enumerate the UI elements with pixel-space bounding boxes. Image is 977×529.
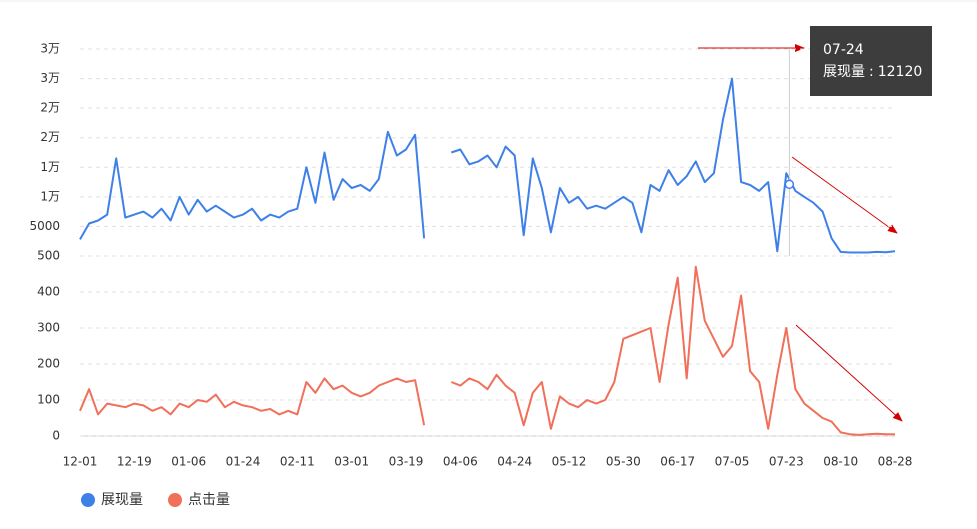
tooltip-label: 展现量	[823, 64, 865, 80]
y-tick-label: 3万	[40, 42, 60, 56]
annotation-arrow	[791, 156, 898, 234]
x-tick-label: 07-23	[769, 455, 804, 469]
x-tick-label: 03-01	[334, 455, 369, 469]
x-tick-label: 04-24	[497, 455, 532, 469]
tooltip-separator: :	[869, 64, 874, 80]
legend-marker	[168, 493, 182, 507]
x-tick-label: 06-17	[660, 455, 695, 469]
y-tick-label: 500	[37, 249, 60, 263]
x-tick-label: 05-30	[606, 455, 641, 469]
x-tick-label: 08-28	[878, 455, 913, 469]
y-tick-label: 1万	[40, 189, 60, 203]
tooltip-title: 07-24	[823, 42, 864, 58]
y-tick-label: 2万	[40, 101, 60, 115]
legend-marker	[81, 493, 95, 507]
x-tick-label: 04-06	[443, 455, 478, 469]
x-tick-label: 01-24	[226, 455, 261, 469]
series-line	[79, 265, 895, 436]
legend-label: 点击量	[188, 492, 230, 508]
y-tick-label: 400	[37, 285, 60, 299]
y-tick-label: 5000	[29, 219, 60, 233]
x-tick-label: 01-06	[171, 455, 206, 469]
y-tick-label: 1万	[40, 160, 60, 174]
y-tick-label: 300	[37, 321, 60, 335]
x-tick-label: 03-19	[389, 455, 424, 469]
y-tick-label: 0	[52, 429, 60, 443]
tooltip-text: 展现量:12120	[823, 64, 922, 80]
y-tick-label: 100	[37, 393, 60, 407]
tooltip-point	[784, 179, 795, 190]
x-tick-label: 02-11	[280, 455, 315, 469]
y-tick-label: 2万	[40, 130, 60, 144]
legend-label: 展现量	[101, 492, 143, 508]
annotation-arrow	[795, 324, 903, 422]
x-tick-label: 12-19	[117, 455, 152, 469]
x-tick-label: 05-12	[552, 455, 587, 469]
tooltip-box	[810, 26, 932, 96]
x-tick-label: 08-10	[823, 455, 858, 469]
y-tick-label: 3万	[40, 71, 60, 85]
x-tick-label: 12-01	[63, 455, 98, 469]
series-line	[79, 77, 896, 254]
tooltip-value: 12120	[878, 64, 923, 80]
y-tick-label: 200	[37, 357, 60, 371]
x-tick-label: 07-05	[715, 455, 750, 469]
